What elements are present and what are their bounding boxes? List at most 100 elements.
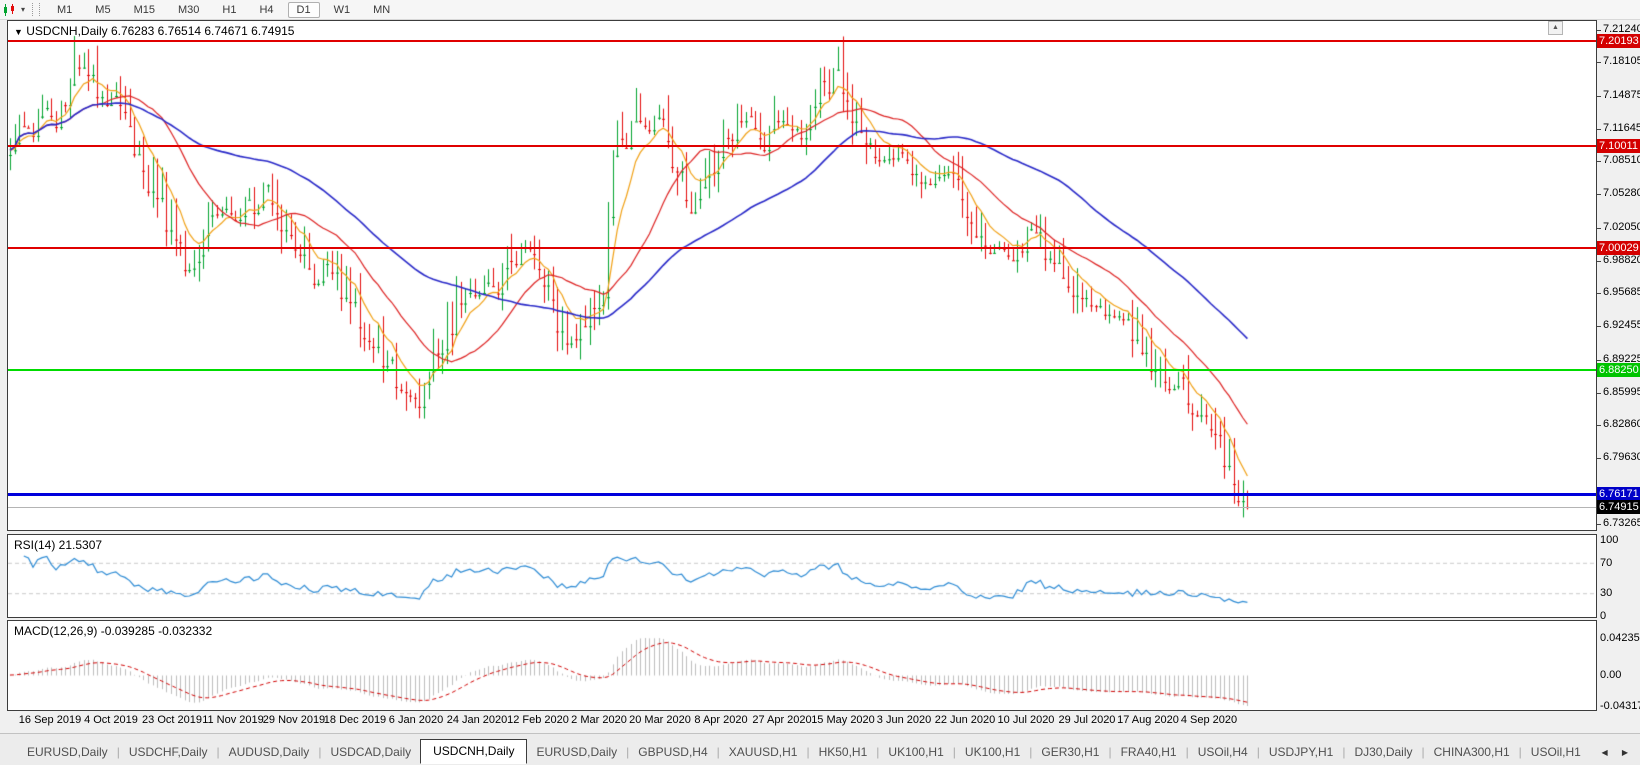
level-line-support-blue[interactable] <box>8 492 1596 496</box>
timeframe-buttons: M1 M5 M15 M30 H1 H4 D1 W1 MN <box>48 1 404 18</box>
tab-fra40-h1[interactable]: FRA40,H1 <box>1120 745 1177 759</box>
chart-tab-bar: EURUSD,Daily | USDCHF,Daily | AUDUSD,Daily | U… <box>0 733 1640 765</box>
tab-usoil-h1[interactable]: USOil,H1 <box>1530 745 1581 759</box>
tab-usoil-h4[interactable]: USOil,H4 <box>1197 745 1248 759</box>
rsi-tick-label: 30 <box>1600 587 1613 599</box>
date-label: 4 Sep 2020 <box>1180 714 1238 726</box>
chart-title: ▼ USDCNH,Daily 6.76283 6.76514 6.74671 6… <box>14 24 294 38</box>
price-tick-label: 7.05280 <box>1603 187 1640 199</box>
macd-tick-label: 0.042355 <box>1600 632 1640 644</box>
level-line-support-green[interactable] <box>8 368 1596 371</box>
timeframe-button-m1[interactable]: M1 <box>57 3 73 16</box>
timeframe-button-h1[interactable]: H1 <box>222 3 237 16</box>
date-label: 27 Apr 2020 <box>752 714 812 726</box>
price-tick-dash <box>1597 96 1601 97</box>
tab-usdcad-daily[interactable]: USDCAD,Daily <box>330 745 412 759</box>
tab-ger30-h1[interactable]: GER30,H1 <box>1041 745 1100 759</box>
level-line-resistance-2[interactable] <box>8 144 1596 147</box>
price-tick-dash <box>1597 161 1601 162</box>
tab-separator: | <box>1029 745 1033 759</box>
price-tick-dash <box>1597 30 1601 31</box>
tab-uk100-h1[interactable]: UK100,H1 <box>888 745 944 759</box>
chart-ohlc-values: 6.76283 6.76514 6.74671 6.74915 <box>110 24 295 38</box>
price-tick-label: 6.92455 <box>1603 319 1640 331</box>
chart-type-dropdown-caret[interactable]: ▾ <box>21 5 26 14</box>
tab-separator: | <box>1421 745 1425 759</box>
price-tick-dash <box>1597 194 1601 195</box>
price-tick-label: 7.21240 <box>1603 23 1640 35</box>
macd-panel: MACD(12,26,9) -0.039285 -0.032332 <box>7 620 1597 711</box>
tab-scroll-left-button[interactable]: ◀ <box>1601 748 1614 757</box>
tab-xauusd-h1[interactable]: XAUUSD,H1 <box>728 745 798 759</box>
rsi-tick-label: 0 <box>1600 610 1607 622</box>
timeframe-button-m30[interactable]: M30 <box>177 3 200 16</box>
price-tick-dash <box>1597 393 1601 394</box>
date-label: 24 Jan 2020 <box>446 714 508 726</box>
chart-collapse-caret[interactable]: ▼ <box>14 27 23 37</box>
date-label: 8 Apr 2020 <box>694 714 748 726</box>
price-tick-label: 6.89225 <box>1603 353 1640 365</box>
rsi-canvas[interactable] <box>8 535 1596 617</box>
scroll-up-button[interactable]: ▲ <box>1548 21 1563 35</box>
price-tick-label: 7.11645 <box>1603 122 1640 134</box>
rsi-label: RSI(14) 21.5307 <box>14 538 103 552</box>
main-chart-canvas[interactable] <box>8 21 1596 530</box>
timeframe-button-d1[interactable]: D1 <box>287 1 320 18</box>
tab-uk100-h1[interactable]: UK100,H1 <box>964 745 1021 759</box>
macd-tick-label: -0.043172 <box>1600 700 1640 712</box>
toolbar-grip[interactable] <box>32 3 41 16</box>
price-badge-resistance-2: 7.10011 <box>1597 139 1640 153</box>
date-label: 17 Aug 2020 <box>1117 714 1179 726</box>
price-tick-label: 7.02050 <box>1603 221 1640 233</box>
price-tick-label: 7.08510 <box>1603 154 1640 166</box>
price-tick-label: 6.79630 <box>1603 451 1640 463</box>
tab-separator: | <box>216 745 220 759</box>
price-tick-label: 7.18105 <box>1603 55 1640 67</box>
tab-separator: | <box>952 745 956 759</box>
date-label: 20 Mar 2020 <box>629 714 691 726</box>
macd-canvas[interactable] <box>8 621 1596 710</box>
level-line-current-price[interactable] <box>8 506 1596 508</box>
timeframe-button-mn[interactable]: MN <box>373 3 391 16</box>
price-tick-dash <box>1597 326 1601 327</box>
date-label: 4 Oct 2019 <box>84 714 138 726</box>
price-tick-label: 6.98820 <box>1603 254 1640 266</box>
tab-hk50-h1[interactable]: HK50,H1 <box>818 745 868 759</box>
tab-gbpusd-h4[interactable]: GBPUSD,H4 <box>638 745 708 759</box>
price-tick-dash <box>1597 261 1601 262</box>
tab-separator: | <box>716 745 720 759</box>
price-tick-dash <box>1597 228 1601 229</box>
timeframe-button-w1[interactable]: W1 <box>333 3 351 16</box>
price-tick-dash <box>1597 458 1601 459</box>
main-chart-panel: ▼ USDCNH,Daily 6.76283 6.76514 6.74671 6… <box>7 20 1597 531</box>
date-label: 18 Dec 2019 <box>323 714 387 726</box>
chart-type-icon-button[interactable] <box>2 3 18 17</box>
price-badge-resistance-3: 7.00029 <box>1597 241 1640 255</box>
tab-scroll-right-button[interactable]: ▶ <box>1621 748 1634 757</box>
level-line-resistance-1[interactable] <box>8 39 1596 42</box>
macd-tick-label: 0.00 <box>1600 669 1622 681</box>
tab-usdchf-daily[interactable]: USDCHF,Daily <box>128 745 208 759</box>
timeframe-button-m15[interactable]: M15 <box>133 3 155 16</box>
tab-usdcnh-daily[interactable]: USDCNH,Daily <box>420 739 528 764</box>
tab-eurusd-daily[interactable]: EURUSD,Daily <box>536 745 618 759</box>
rsi-panel: RSI(14) 21.5307 <box>7 534 1597 618</box>
tab-dj30-daily[interactable]: DJ30,Daily <box>1354 745 1413 759</box>
tab-usdjpy-h1[interactable]: USDJPY,H1 <box>1268 745 1334 759</box>
price-tick-label: 6.73265 <box>1603 517 1640 529</box>
date-label: 12 Feb 2020 <box>507 714 569 726</box>
date-label: 23 Oct 2019 <box>142 714 202 726</box>
price-tick-dash <box>1597 360 1601 361</box>
tab-china300-h1[interactable]: CHINA300,H1 <box>1433 745 1510 759</box>
price-tick-dash <box>1597 524 1601 525</box>
timeframe-button-h4[interactable]: H4 <box>259 3 274 16</box>
tab-separator: | <box>1185 745 1189 759</box>
candlestick-chart-icon <box>4 3 14 16</box>
timeframe-button-m5[interactable]: M5 <box>95 3 111 16</box>
tab-eurusd-daily[interactable]: EURUSD,Daily <box>27 745 108 759</box>
level-line-resistance-3[interactable] <box>8 247 1596 250</box>
price-tick-label: 7.14875 <box>1603 89 1640 101</box>
tab-audusd-daily[interactable]: AUDUSD,Daily <box>228 745 310 759</box>
tab-separator: | <box>626 745 630 759</box>
